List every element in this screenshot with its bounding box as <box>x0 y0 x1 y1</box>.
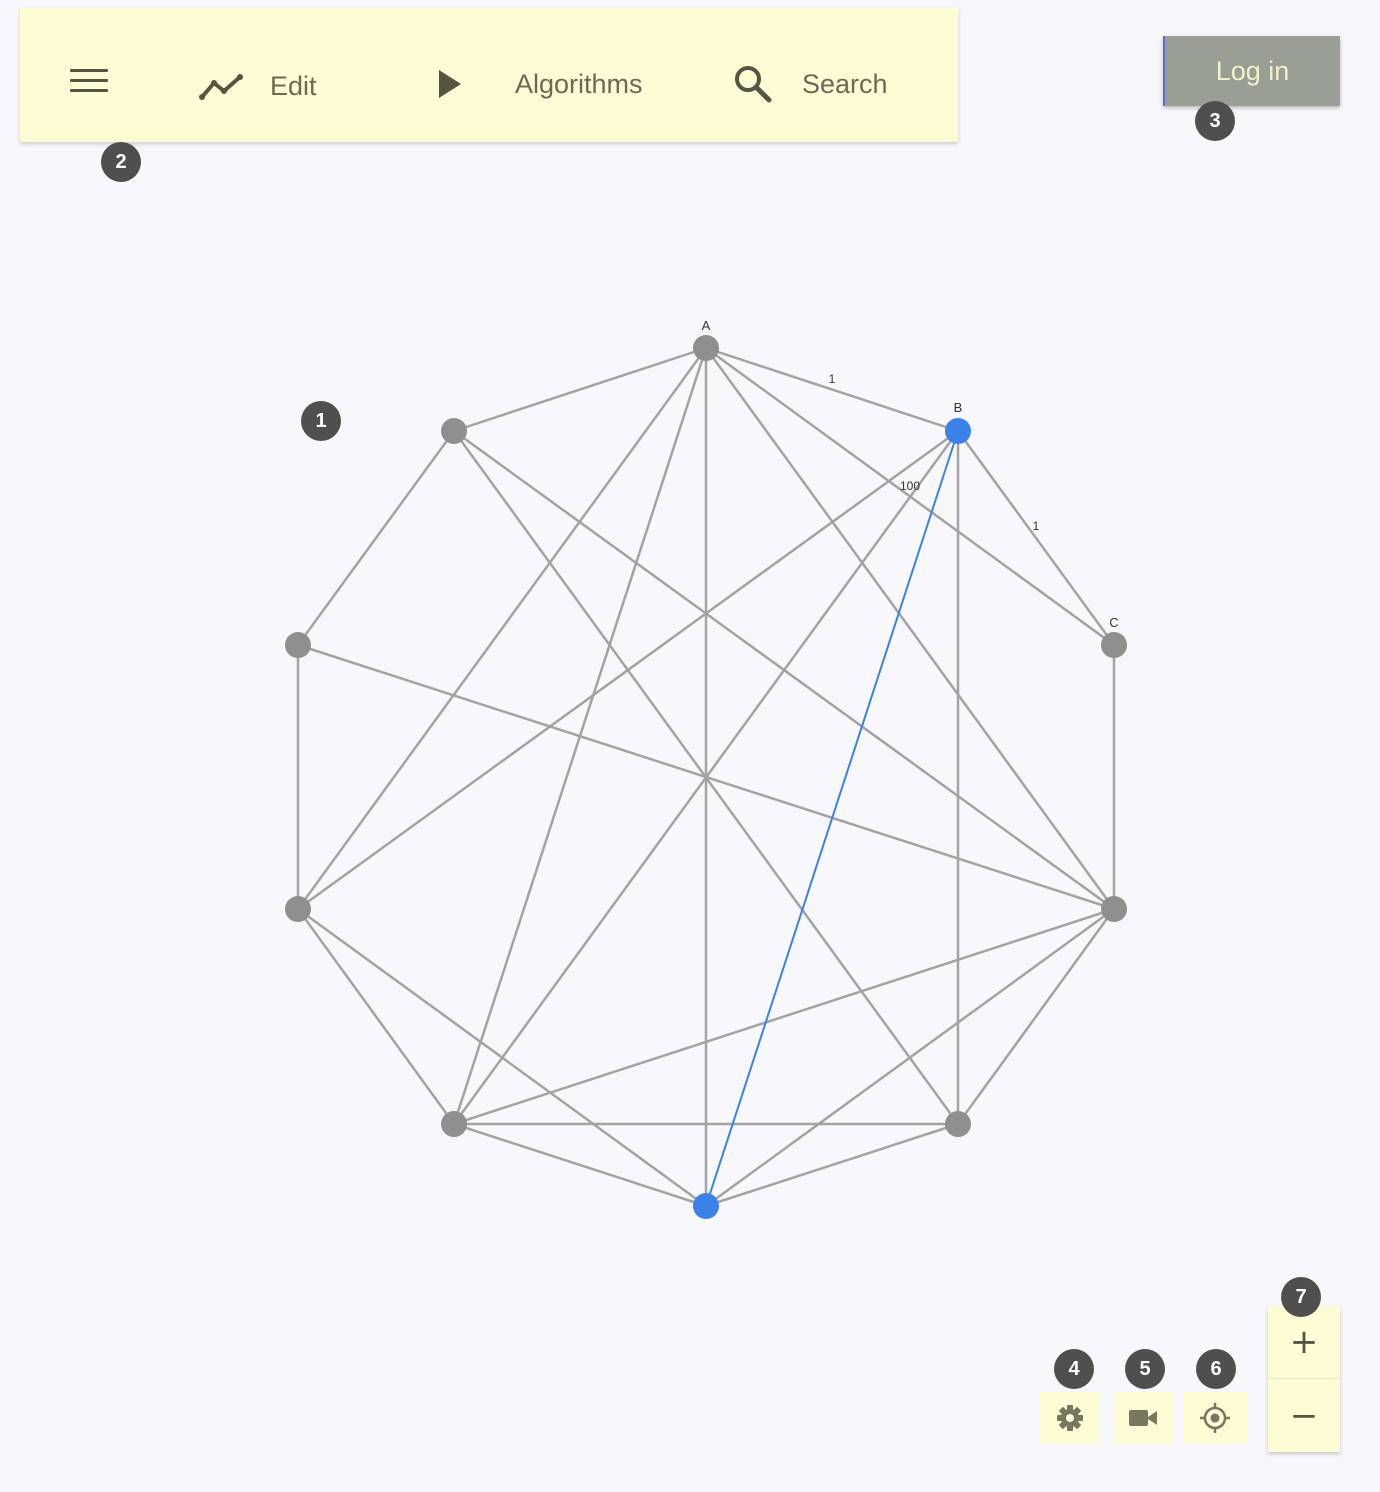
video-camera-icon <box>1129 1410 1157 1426</box>
edge-B-L1[interactable] <box>297 429 959 911</box>
graph-nodes <box>285 335 1127 1219</box>
graph-node-TL[interactable] <box>441 418 467 444</box>
search-icon <box>735 66 772 103</box>
edge-TL-L0[interactable] <box>296 430 456 646</box>
edge-B-C[interactable] <box>956 430 1116 646</box>
marker-3: 3 <box>1195 101 1235 141</box>
algorithms-label: Algorithms <box>515 68 643 99</box>
graph-node-L1[interactable] <box>285 896 311 922</box>
menu-button[interactable] <box>70 66 110 96</box>
graph-node-R1[interactable] <box>1101 896 1127 922</box>
hamburger-menu-icon <box>70 67 108 95</box>
edit-button[interactable]: Edit <box>198 66 317 106</box>
edit-label: Edit <box>270 70 317 101</box>
marker-7: 7 <box>1281 1277 1321 1317</box>
edge-weight-A_B: 1 <box>829 372 836 386</box>
search-button[interactable]: Search <box>732 64 888 104</box>
play-icon <box>439 70 461 98</box>
edge-A-R1[interactable] <box>704 347 1116 910</box>
camera-button[interactable] <box>1113 1392 1173 1444</box>
edge-A-L1[interactable] <box>296 347 708 910</box>
search-label: Search <box>802 68 888 99</box>
zoom-out-button[interactable]: − <box>1289 1396 1319 1436</box>
graph-node-BOT[interactable] <box>693 1193 719 1219</box>
node-label-B: B <box>954 400 963 415</box>
zoom-divider <box>1268 1378 1340 1379</box>
edge-L2-R1[interactable] <box>453 907 1115 1126</box>
marker-5: 5 <box>1125 1349 1165 1389</box>
zoom-controls: + − <box>1268 1306 1340 1452</box>
graph-labels: 1 1 100 A B C <box>702 318 1119 630</box>
edge-weight-B_C: 1 <box>1033 519 1040 533</box>
line-chart-icon <box>199 74 243 100</box>
graph-node-A[interactable] <box>693 335 719 361</box>
edge-BOT-R2[interactable] <box>705 1122 959 1208</box>
edge-weight-A_C: 100 <box>900 479 920 493</box>
zoom-in-button[interactable]: + <box>1289 1322 1319 1362</box>
node-label-C: C <box>1109 615 1118 630</box>
marker-1: 1 <box>301 401 341 441</box>
node-label-A: A <box>702 318 711 333</box>
edge-BOT-R1[interactable] <box>705 907 1115 1208</box>
edge-L2-BOT[interactable] <box>453 1122 707 1208</box>
graph-node-C[interactable] <box>1101 632 1127 658</box>
graph-node-B[interactable] <box>945 418 971 444</box>
graph-node-L2[interactable] <box>441 1111 467 1137</box>
login-label: Log in <box>1215 55 1290 86</box>
edge-B-BOT[interactable] <box>705 430 959 1207</box>
center-view-button[interactable] <box>1183 1392 1247 1444</box>
settings-button[interactable] <box>1040 1392 1100 1444</box>
algorithms-button[interactable]: Algorithms <box>435 64 643 104</box>
marker-6: 6 <box>1196 1349 1236 1389</box>
top-toolbar: Edit Algorithms Search <box>20 8 958 142</box>
edge-A-B[interactable] <box>705 346 959 433</box>
edge-R2-R1[interactable] <box>956 908 1116 1125</box>
edge-L0-R1[interactable] <box>297 643 1115 911</box>
marker-2: 2 <box>101 142 141 182</box>
edge-A-TL[interactable] <box>453 346 707 433</box>
edge-L1-L2[interactable] <box>296 908 456 1125</box>
graph-node-R2[interactable] <box>945 1111 971 1137</box>
edge-L1-BOT[interactable] <box>297 907 707 1208</box>
marker-4: 4 <box>1054 1349 1094 1389</box>
graph-node-L0[interactable] <box>285 632 311 658</box>
login-button[interactable]: Log in <box>1163 36 1340 106</box>
graph-edges <box>296 346 1116 1208</box>
gear-icon <box>1057 1405 1083 1431</box>
locate-icon <box>1200 1403 1230 1433</box>
